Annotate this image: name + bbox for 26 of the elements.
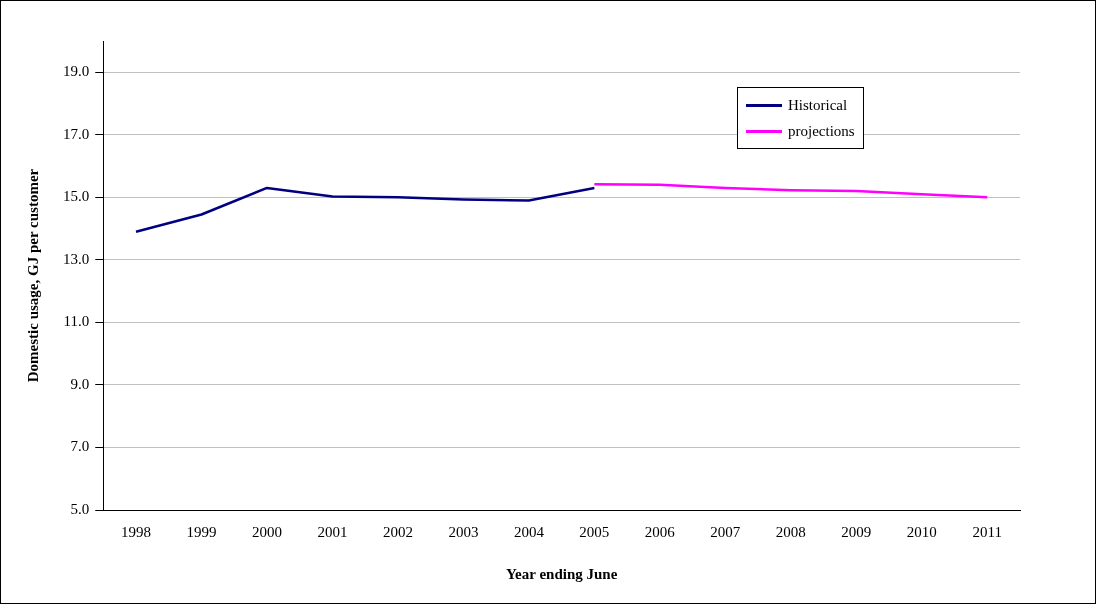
- x-tick-label: 2008: [775, 523, 806, 540]
- x-tick-label: 2003: [448, 523, 479, 540]
- legend-label: projections: [788, 122, 855, 140]
- y-tick-label: 11.0: [63, 313, 90, 330]
- y-tick-label: 7.0: [70, 438, 90, 455]
- x-tick-label: 2000: [251, 523, 282, 540]
- x-tick-label: 2004: [513, 523, 545, 540]
- x-tick-label: 1999: [186, 523, 217, 540]
- y-tick-label: 5.0: [70, 500, 90, 517]
- x-tick-label: 2009: [841, 523, 872, 540]
- y-tick-label: 19.0: [63, 63, 90, 80]
- y-tick-label: 9.0: [70, 375, 90, 392]
- y-tick-label: 13.0: [63, 250, 90, 267]
- y-axis-title: Domestic usage, GJ per customer: [24, 168, 41, 383]
- legend-label: Historical: [788, 96, 848, 114]
- x-tick-label: 2001: [317, 523, 348, 540]
- y-tick-label: 17.0: [63, 125, 90, 142]
- x-tick-label: 2006: [644, 523, 676, 540]
- y-tick-label: 15.0: [63, 188, 90, 205]
- x-tick-label: 2010: [906, 523, 937, 540]
- x-tick-label: 2007: [710, 523, 741, 540]
- x-tick-label: 1998: [120, 523, 151, 540]
- x-tick-label: 2005: [579, 523, 610, 540]
- x-axis-title: Year ending June: [505, 565, 618, 582]
- x-tick-label: 2002: [382, 523, 413, 540]
- x-tick-label: 2011: [972, 523, 1002, 540]
